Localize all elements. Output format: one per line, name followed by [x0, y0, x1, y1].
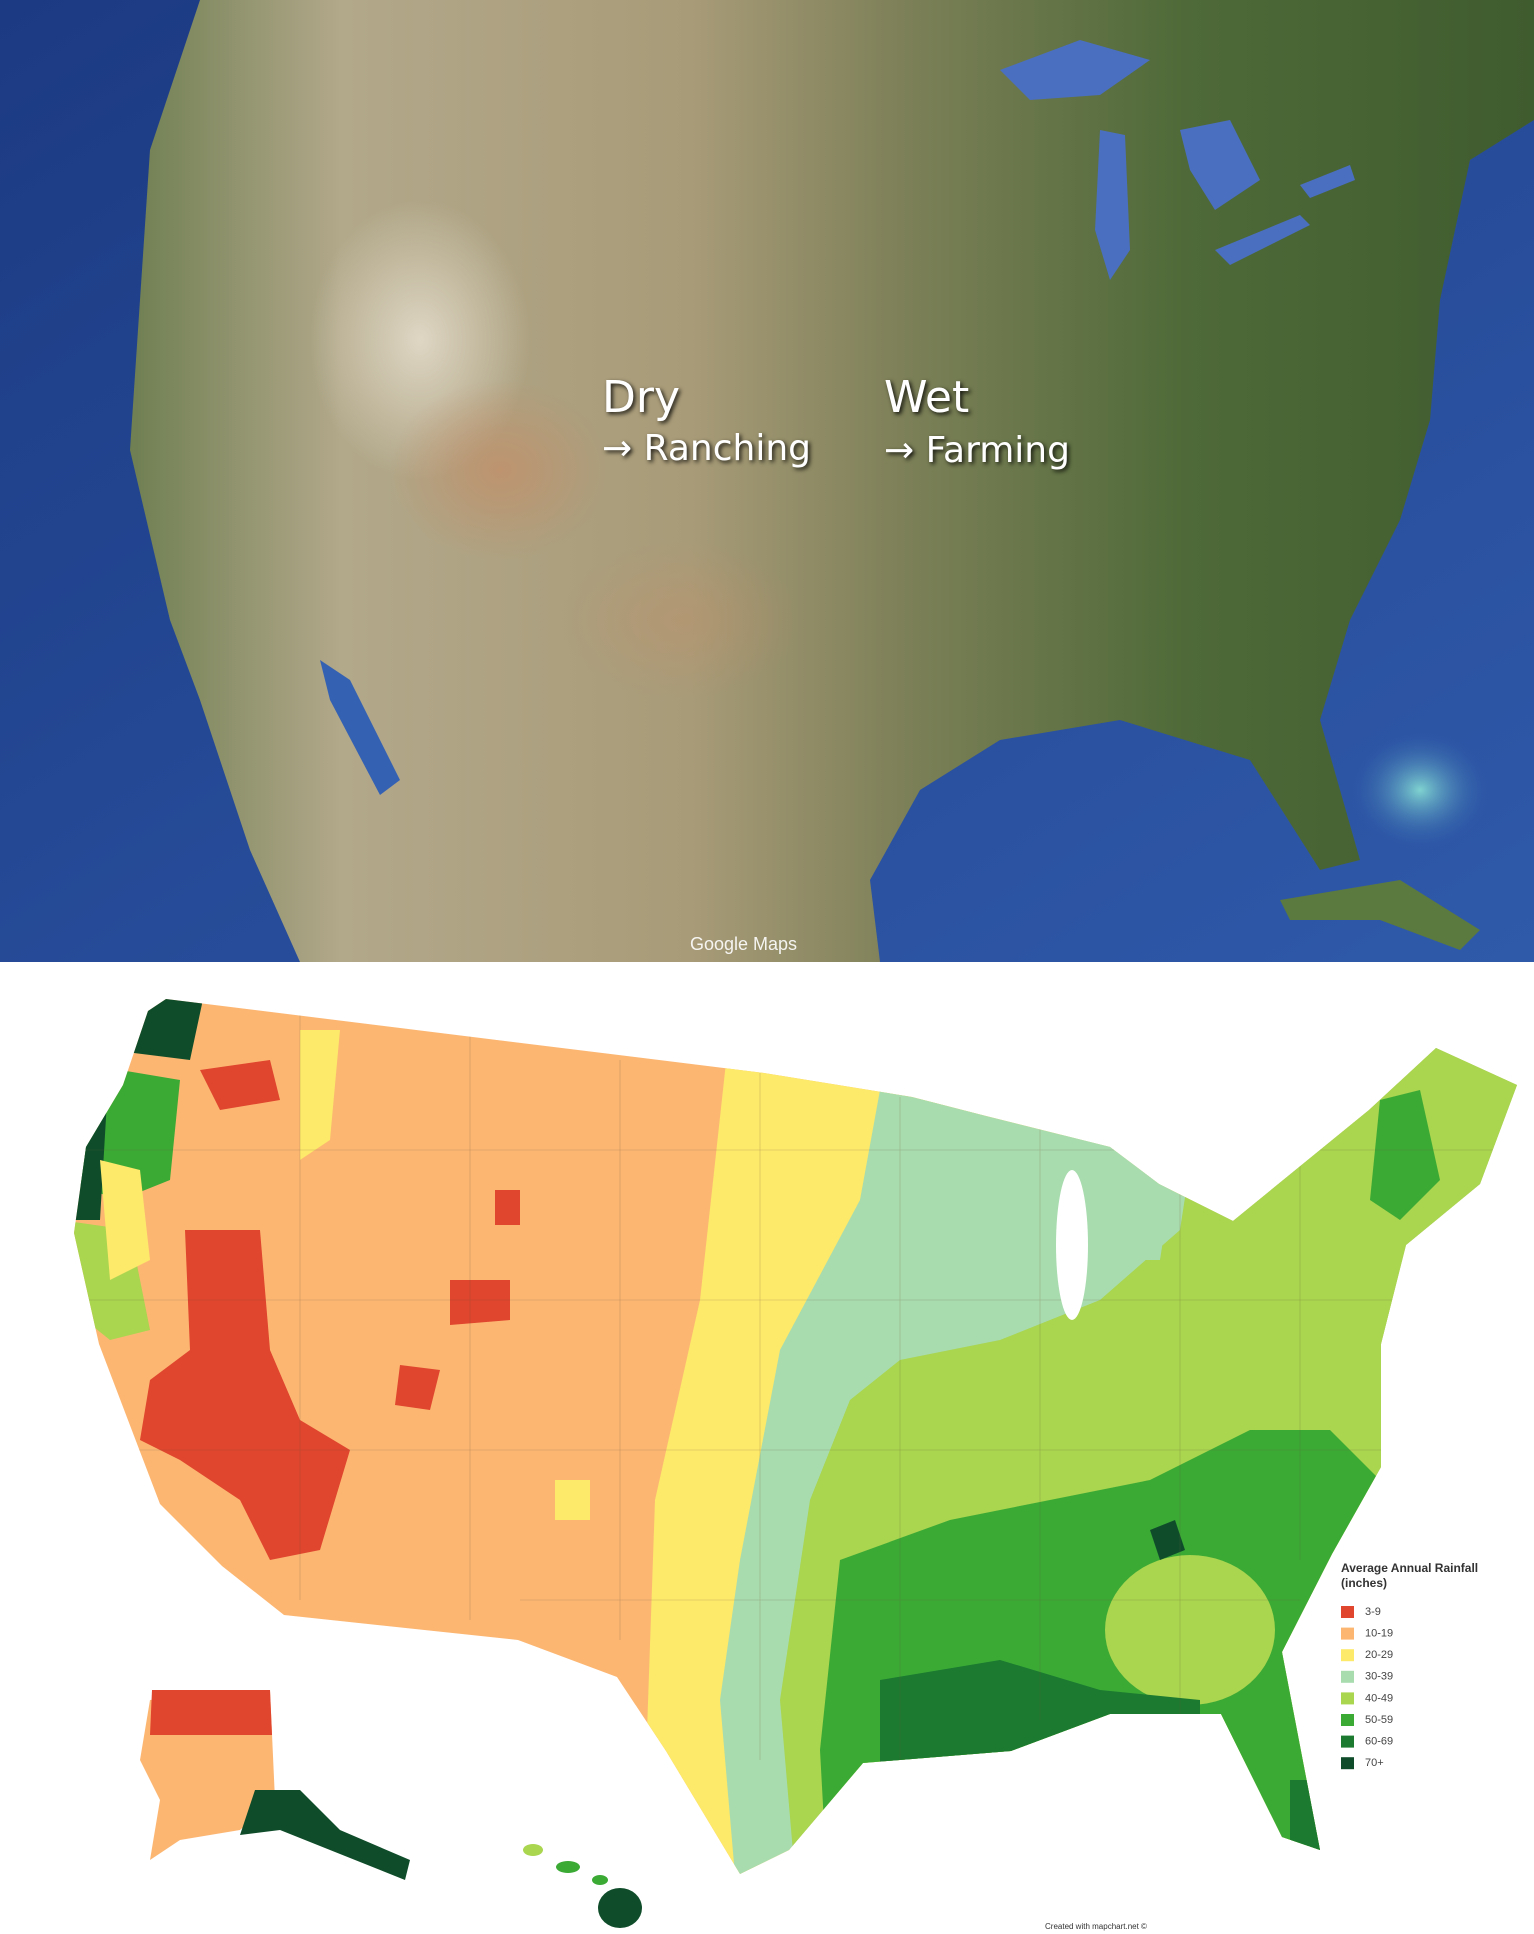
region: [555, 1480, 590, 1520]
region: [592, 1875, 608, 1885]
rainfall-map: Average Annual Rainfall (inches) 3-9 10-19…: [74, 999, 1517, 1931]
colorado-plateau: [390, 380, 610, 560]
region: [240, 1790, 410, 1880]
region: [1105, 1555, 1275, 1705]
legend-label: 60-69: [1365, 1736, 1393, 1748]
plains: [560, 540, 800, 700]
legend-swatch: [1341, 1627, 1354, 1640]
land: [130, 0, 1534, 962]
lake-huron: [1180, 120, 1260, 210]
legend-label: 50-59: [1365, 1714, 1393, 1726]
region: [523, 1844, 543, 1856]
lake-ontario: [1300, 165, 1355, 198]
hawaii: [523, 1844, 642, 1928]
attribution: Google Maps: [690, 934, 797, 954]
legend-swatch: [1341, 1757, 1354, 1770]
alaska: [140, 1690, 410, 1880]
lake-erie: [1215, 215, 1310, 265]
region: [598, 1888, 642, 1928]
legend-label: 70+: [1365, 1757, 1384, 1769]
legend-label: 40-49: [1365, 1692, 1393, 1704]
lake-superior: [1000, 40, 1150, 100]
bahamas: [1350, 730, 1490, 850]
region: [300, 1030, 340, 1160]
region: [100, 1160, 150, 1280]
region: [556, 1861, 580, 1873]
cuba: [1280, 880, 1480, 950]
region: [495, 1190, 520, 1225]
region: [450, 1280, 510, 1325]
lake-michigan: [1056, 1170, 1088, 1320]
region: [1290, 1780, 1340, 1860]
region: [395, 1365, 440, 1410]
legend-label: 10-19: [1365, 1628, 1393, 1640]
legend-swatch: [1341, 1606, 1354, 1618]
state-borders: [74, 999, 1500, 1760]
satellite-panel: Dry → Ranching Wet → Farming Google Maps: [0, 0, 1534, 962]
legend-label: 30-39: [1365, 1671, 1393, 1683]
legend-label: 3-9: [1365, 1606, 1381, 1618]
legend-swatch: [1341, 1692, 1354, 1705]
legend-swatch: [1341, 1649, 1354, 1662]
map-label-title: Dry: [602, 372, 680, 423]
legend-swatch: [1341, 1670, 1354, 1683]
legend-label: 20-29: [1365, 1649, 1393, 1661]
region: [140, 1230, 350, 1560]
region: [1150, 1520, 1185, 1560]
legend: Average Annual Rainfall (inches) 3-9 10-19…: [1341, 1561, 1478, 1770]
map-label-subtitle: → Ranching: [602, 428, 811, 469]
legend-title: Average Annual Rainfall (inches): [1341, 1561, 1478, 1590]
legend-swatch: [1341, 1714, 1354, 1726]
legend-swatch: [1341, 1735, 1354, 1748]
map-label-subtitle: → Farming: [884, 430, 1070, 471]
region: [1370, 1090, 1440, 1220]
map-label-title: Wet: [884, 372, 969, 423]
gulf-of-california: [320, 660, 400, 795]
lake-michigan: [1095, 130, 1130, 280]
region: [200, 1060, 280, 1110]
credit: Created with mapchart.net ©: [1045, 1922, 1147, 1931]
region: [150, 1690, 272, 1735]
